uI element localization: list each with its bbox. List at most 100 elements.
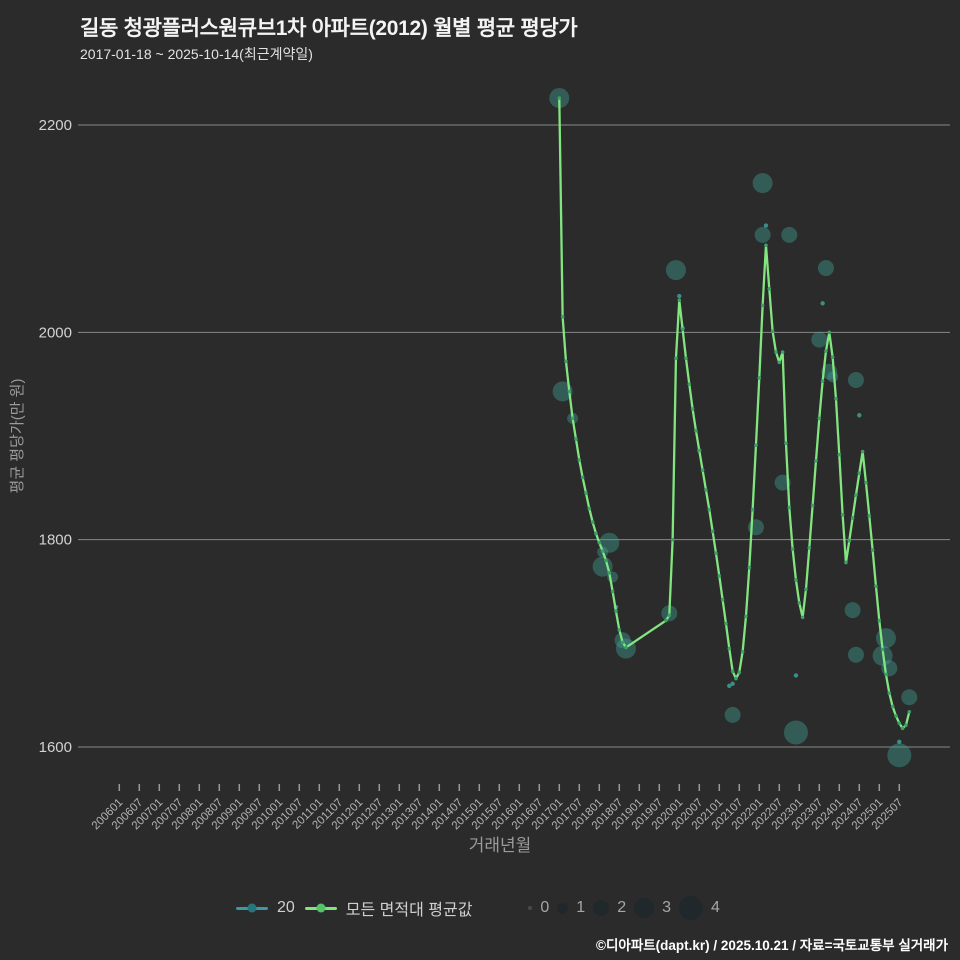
line-point-marker[interactable] xyxy=(824,349,828,353)
scatter-point[interactable] xyxy=(901,689,918,706)
line-point-marker[interactable] xyxy=(750,507,755,512)
line-point-marker[interactable] xyxy=(724,621,728,626)
line-point-marker[interactable] xyxy=(874,584,878,589)
line-point-marker[interactable] xyxy=(837,452,842,457)
line-point-marker[interactable] xyxy=(737,670,742,675)
line-point-marker[interactable] xyxy=(804,587,808,592)
line-point-marker[interactable] xyxy=(590,520,595,524)
scatter-point[interactable] xyxy=(592,556,613,577)
scatter-point[interactable] xyxy=(677,293,682,299)
scatter-point[interactable] xyxy=(599,532,620,553)
line-point-marker[interactable] xyxy=(584,491,588,495)
line-point-marker[interactable] xyxy=(774,350,778,354)
line-point-marker[interactable] xyxy=(594,531,598,536)
line-point-marker[interactable] xyxy=(904,723,908,728)
line-point-marker[interactable] xyxy=(764,243,768,248)
line-point-marker[interactable] xyxy=(800,615,805,620)
line-point-marker[interactable] xyxy=(900,726,905,731)
scatter-point[interactable] xyxy=(730,681,735,686)
line-point-marker[interactable] xyxy=(667,613,672,618)
scatter-point[interactable] xyxy=(752,173,773,194)
line-point-marker[interactable] xyxy=(727,646,732,651)
line-point-marker[interactable] xyxy=(567,389,572,394)
line-point-marker[interactable] xyxy=(890,704,895,709)
scatter-point[interactable] xyxy=(781,226,798,243)
line-point-marker[interactable] xyxy=(907,709,912,714)
line-point-marker[interactable] xyxy=(854,493,858,497)
scatter-point[interactable] xyxy=(857,413,862,418)
scatter-point[interactable] xyxy=(887,743,912,768)
line-point-marker[interactable] xyxy=(860,449,865,454)
line-point-marker[interactable] xyxy=(844,560,848,565)
line-point-marker[interactable] xyxy=(684,356,688,361)
line-point-marker[interactable] xyxy=(784,441,788,446)
scatter-point[interactable] xyxy=(783,720,808,745)
line-point-marker[interactable] xyxy=(557,96,562,100)
legend-item-average[interactable]: 모든 면적대 평균값 xyxy=(304,896,472,920)
line-point-marker[interactable] xyxy=(620,640,625,645)
line-point-marker[interactable] xyxy=(777,360,782,365)
line-point-marker[interactable] xyxy=(857,471,862,476)
line-point-marker[interactable] xyxy=(587,506,592,511)
line-point-marker[interactable] xyxy=(770,329,775,334)
scatter-point[interactable] xyxy=(724,706,741,723)
line-point-marker[interactable] xyxy=(624,645,628,650)
line-point-marker[interactable] xyxy=(877,618,882,623)
line-point-marker[interactable] xyxy=(760,303,765,308)
scatter-point[interactable] xyxy=(763,223,769,228)
scatter-point[interactable] xyxy=(817,260,834,277)
scatter-point[interactable] xyxy=(754,226,771,243)
line-point-marker[interactable] xyxy=(577,458,582,462)
line-point-marker[interactable] xyxy=(867,514,872,518)
legend-item-20[interactable]: 20 xyxy=(236,899,295,917)
line-point-marker[interactable] xyxy=(780,350,785,354)
scatter-point[interactable] xyxy=(847,646,864,663)
line-point-marker[interactable] xyxy=(664,618,668,623)
line-point-marker[interactable] xyxy=(767,286,772,291)
line-point-marker[interactable] xyxy=(697,448,702,453)
line-point-marker[interactable] xyxy=(850,516,855,520)
line-point-marker[interactable] xyxy=(807,546,812,550)
line-point-marker[interactable] xyxy=(597,540,602,545)
line-point-marker[interactable] xyxy=(717,574,722,578)
line-point-marker[interactable] xyxy=(707,507,712,512)
line-point-marker[interactable] xyxy=(604,558,608,563)
line-point-marker[interactable] xyxy=(617,628,622,632)
line-point-marker[interactable] xyxy=(797,601,802,605)
line-point-marker[interactable] xyxy=(680,327,685,332)
scatter-point[interactable] xyxy=(811,331,828,348)
line-point-marker[interactable] xyxy=(674,356,678,361)
line-point-marker[interactable] xyxy=(757,376,762,380)
line-point-marker[interactable] xyxy=(720,597,725,602)
line-point-marker[interactable] xyxy=(834,396,838,401)
line-point-marker[interactable] xyxy=(790,547,795,551)
scatter-point[interactable] xyxy=(847,372,864,389)
line-point-marker[interactable] xyxy=(884,672,888,677)
line-point-marker[interactable] xyxy=(740,649,745,654)
scatter-point[interactable] xyxy=(665,260,686,281)
line-point-marker[interactable] xyxy=(610,589,615,594)
scatter-point[interactable] xyxy=(774,474,791,491)
line-point-marker[interactable] xyxy=(820,379,825,383)
scatter-point[interactable] xyxy=(827,371,839,383)
line-point-marker[interactable] xyxy=(830,355,835,360)
line-point-marker[interactable] xyxy=(744,614,748,619)
line-point-marker[interactable] xyxy=(700,468,705,473)
line-point-marker[interactable] xyxy=(840,512,845,517)
line-point-marker[interactable] xyxy=(614,609,618,613)
line-point-marker[interactable] xyxy=(730,669,735,674)
scatter-point[interactable] xyxy=(793,673,799,678)
scatter-point[interactable] xyxy=(820,301,825,306)
line-point-marker[interactable] xyxy=(887,691,892,695)
line-point-marker[interactable] xyxy=(694,429,698,433)
line-point-marker[interactable] xyxy=(704,488,708,492)
scatter-point[interactable] xyxy=(844,602,861,619)
line-point-marker[interactable] xyxy=(714,551,718,555)
line-point-marker[interactable] xyxy=(880,647,885,652)
line-point-marker[interactable] xyxy=(560,314,565,319)
line-point-marker[interactable] xyxy=(607,571,612,575)
line-point-marker[interactable] xyxy=(734,676,738,681)
line-point-marker[interactable] xyxy=(710,529,715,534)
line-point-marker[interactable] xyxy=(864,480,868,485)
line-point-marker[interactable] xyxy=(570,416,575,421)
